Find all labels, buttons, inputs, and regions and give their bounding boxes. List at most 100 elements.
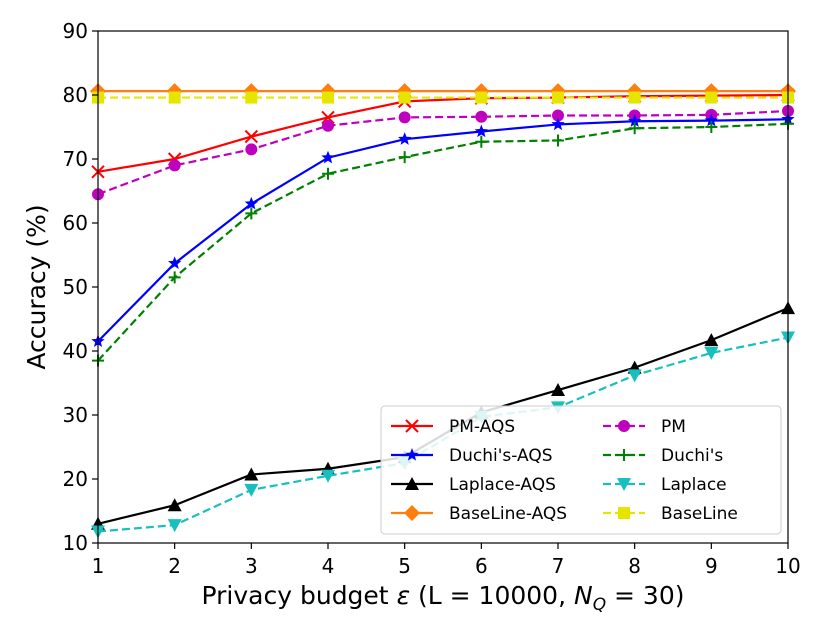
data-point [628, 114, 642, 127]
data-point [245, 143, 258, 156]
data-point [475, 110, 488, 123]
x-axis-label: Privacy budget ε (L = 10000, NQ = 30) [202, 581, 685, 615]
data-point [398, 151, 411, 164]
y-tick-label: 70 [63, 147, 88, 171]
series-line-pm-aqs [97, 93, 789, 173]
data-point [167, 498, 182, 512]
data-point [551, 117, 565, 131]
legend-marker [404, 505, 420, 521]
x-tick-label: 1 [92, 554, 105, 578]
data-point [475, 135, 488, 148]
x-label-prefix: Privacy budget [202, 581, 397, 610]
data-point [245, 91, 258, 104]
y-axis-label: Accuracy (%) [22, 204, 51, 369]
data-point [244, 196, 258, 210]
data-point [704, 346, 719, 360]
y-axis-ticks: 10 20 30 40 50 60 70 80 90 [63, 19, 98, 555]
x-axis-ticks: 1 2 3 4 5 6 7 8 9 10 [92, 543, 801, 578]
legend-marker [405, 448, 419, 461]
data-point [628, 91, 641, 104]
legend-label: Laplace [661, 475, 727, 495]
x-label-q: Q [593, 595, 606, 615]
legend-item-baseline-aqs: BaseLine-AQS [391, 504, 567, 524]
legend-item-pm: PM [603, 417, 686, 437]
data-point [168, 91, 181, 104]
legend-marker [405, 419, 419, 433]
series-pm [92, 105, 794, 201]
x-label-n: N [574, 581, 593, 610]
data-point [168, 159, 181, 172]
legend-label: PM [661, 417, 686, 437]
legend-label: BaseLine-AQS [449, 504, 567, 524]
legend-item-laplace-aqs: Laplace-AQS [391, 475, 556, 495]
data-point [398, 132, 412, 145]
series-line-pm [97, 109, 789, 196]
data-point [321, 150, 335, 164]
series-line-duchi-s-aqs [97, 118, 789, 343]
legend-label: PM-AQS [449, 417, 515, 437]
x-tick-label: 5 [398, 554, 411, 578]
legend-marker [618, 507, 630, 519]
data-point [168, 256, 182, 269]
data-point [167, 519, 182, 533]
y-tick-label: 50 [63, 275, 88, 299]
x-tick-label: 9 [705, 554, 718, 578]
legend-marker [405, 477, 419, 490]
legend-label: Laplace-AQS [449, 475, 556, 495]
data-point [552, 91, 564, 104]
data-point [551, 383, 565, 397]
y-tick-label: 20 [63, 467, 88, 491]
data-point [398, 111, 411, 124]
legend-marker [617, 478, 631, 491]
data-point [322, 119, 334, 132]
legend-item-duchi-s: Duchi's [603, 446, 723, 466]
y-tick-label: 10 [63, 531, 88, 555]
data-point [245, 207, 258, 220]
data-point [552, 134, 564, 147]
y-tick-label: 80 [63, 83, 88, 107]
data-point [705, 91, 718, 104]
data-point [322, 167, 334, 180]
data-point [627, 369, 642, 383]
legend-label: Duchi's [661, 446, 723, 466]
x-tick-label: 2 [168, 554, 181, 578]
legend-item-laplace: Laplace [603, 475, 727, 495]
data-point [704, 333, 719, 347]
data-point [704, 113, 718, 127]
data-point [168, 271, 181, 284]
data-point [475, 91, 488, 104]
x-tick-label: 10 [775, 554, 800, 578]
legend-marker [618, 420, 630, 432]
x-tick-label: 7 [552, 554, 565, 578]
data-point [552, 109, 564, 122]
y-tick-label: 40 [63, 339, 88, 363]
series-line-duchi-s [97, 122, 789, 362]
y-tick-label: 60 [63, 211, 88, 235]
x-label-epsilon: ε [397, 581, 411, 610]
data-point [244, 129, 259, 144]
legend-box [380, 405, 782, 535]
legend: PM-AQS PM Duchi's-AQS Duchi's Laplace-AQS Lap… [380, 405, 782, 535]
data-point [322, 91, 334, 104]
x-tick-label: 3 [245, 554, 258, 578]
data-point [474, 124, 488, 138]
x-label-middle: (L = 10000, [410, 581, 574, 610]
y-tick-label: 90 [63, 19, 88, 43]
legend-marker [618, 449, 630, 461]
data-point [398, 91, 411, 104]
legend-item-pm-aqs: PM-AQS [391, 417, 515, 437]
data-point [705, 121, 718, 133]
data-point [628, 122, 641, 135]
data-point [244, 483, 259, 497]
legend-label: BaseLine [661, 504, 738, 524]
x-label-suffix: = 30) [606, 581, 684, 610]
legend-label: Duchi's-AQS [449, 446, 553, 466]
x-tick-label: 6 [475, 554, 488, 578]
data-point [244, 467, 259, 481]
legend-item-duchi-s-aqs: Duchi's-AQS [391, 446, 553, 466]
legend-item-baseline: BaseLine [603, 504, 738, 524]
x-tick-label: 8 [628, 554, 641, 578]
x-tick-label: 4 [322, 554, 335, 578]
y-tick-label: 30 [63, 403, 88, 427]
